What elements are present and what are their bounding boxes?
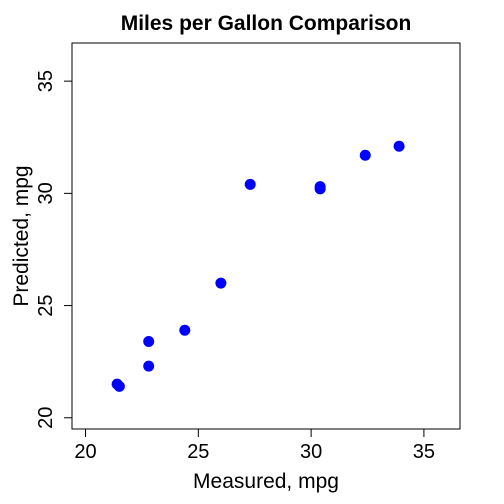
data-point (314, 183, 326, 195)
data-point (113, 380, 125, 392)
x-tick-label: 30 (300, 441, 322, 463)
y-tick-label: 35 (35, 70, 57, 92)
y-axis-label: Predicted, mpg (10, 165, 33, 306)
x-tick-label: 25 (187, 441, 209, 463)
data-point (179, 324, 191, 336)
plot-frame (71, 42, 461, 430)
x-tick-label: 35 (413, 441, 435, 463)
data-points (111, 140, 405, 392)
chart-title: Miles per Gallon Comparison (121, 12, 412, 35)
data-point (393, 140, 405, 152)
data-point (143, 335, 155, 347)
y-tick-label: 25 (35, 294, 57, 316)
x-tick-label: 20 (74, 441, 96, 463)
x-axis: 20 25 30 35 (74, 429, 435, 463)
data-point (359, 149, 371, 161)
data-point (143, 360, 155, 372)
y-axis: 20 25 30 35 (35, 70, 72, 429)
data-point (244, 178, 256, 190)
x-axis-label: Measured, mpg (193, 470, 339, 493)
data-point (215, 277, 227, 289)
y-tick-label: 20 (35, 407, 57, 429)
y-tick-label: 30 (35, 182, 57, 204)
